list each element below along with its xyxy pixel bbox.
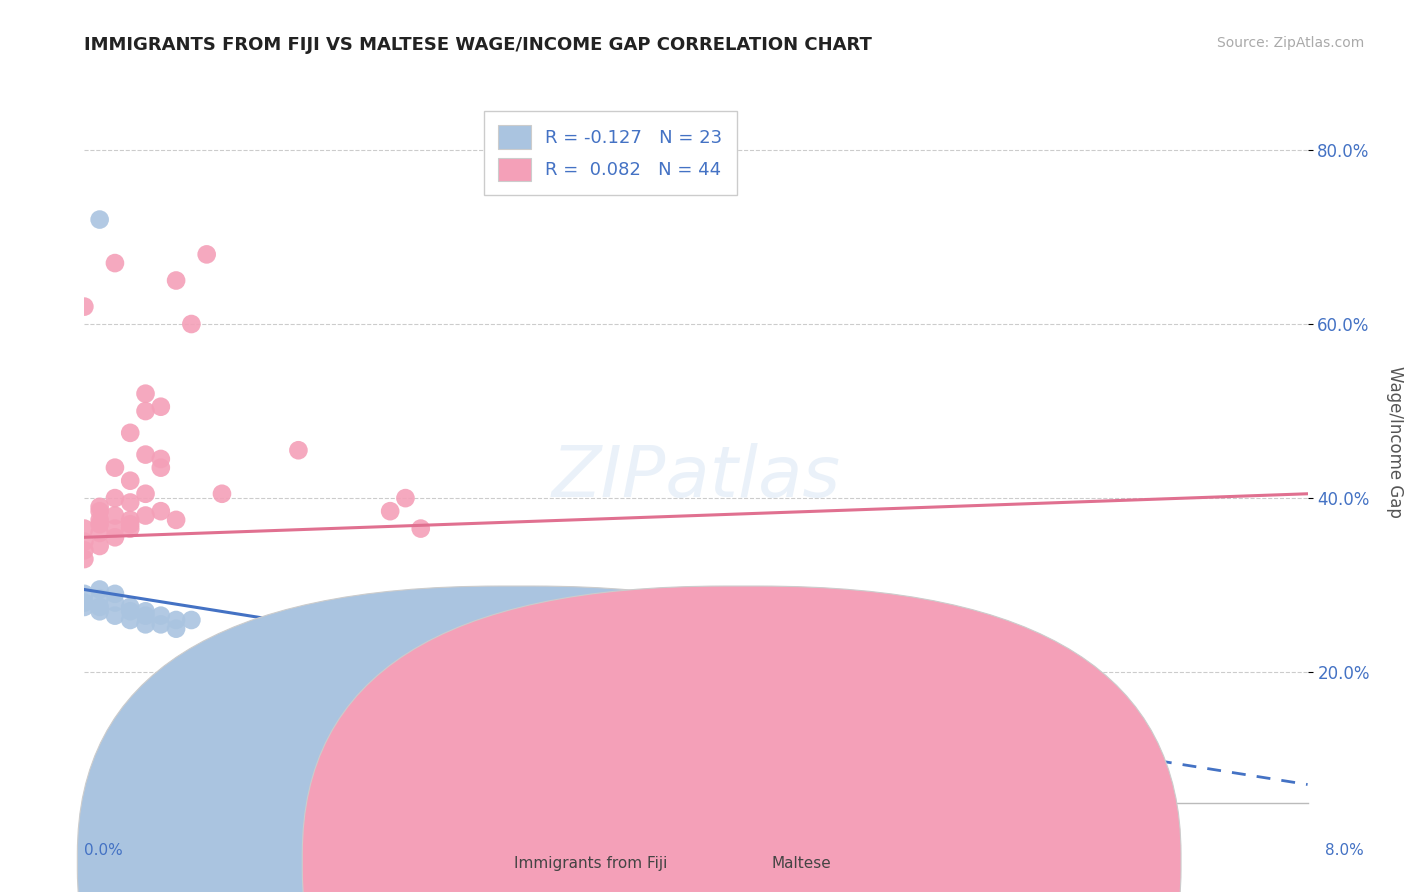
Point: [73, 599, 96, 614]
Point: [149, 400, 172, 414]
Point: [135, 508, 157, 523]
Point: [89, 582, 111, 597]
Point: [180, 317, 202, 331]
Point: [120, 495, 142, 509]
Point: [440, 643, 463, 657]
Point: [135, 487, 157, 501]
Text: ZIPatlas: ZIPatlas: [551, 443, 841, 512]
Point: [73, 534, 96, 549]
Point: [89, 212, 111, 227]
Point: [73, 587, 96, 601]
Point: [104, 522, 127, 536]
Point: [165, 622, 187, 636]
Point: [73, 596, 96, 610]
Point: [380, 504, 402, 518]
Point: [180, 613, 202, 627]
Point: [89, 604, 111, 618]
Point: [120, 425, 142, 440]
Point: [104, 508, 127, 523]
Point: [149, 617, 172, 632]
Point: [104, 608, 127, 623]
Point: [394, 491, 416, 505]
Point: [149, 452, 172, 467]
Point: [89, 525, 111, 540]
Text: 0.0%: 0.0%: [84, 843, 124, 858]
Text: 8.0%: 8.0%: [1324, 843, 1364, 858]
Point: [135, 617, 157, 632]
Point: [104, 530, 127, 544]
Point: [991, 761, 1014, 775]
Point: [531, 717, 554, 731]
Point: [73, 522, 96, 536]
Text: Immigrants from Fiji: Immigrants from Fiji: [513, 856, 668, 871]
Point: [89, 539, 111, 553]
Point: [73, 552, 96, 566]
Point: [120, 513, 142, 527]
Point: [73, 300, 96, 314]
Point: [104, 460, 127, 475]
Point: [135, 404, 157, 418]
Point: [89, 599, 111, 614]
Point: [165, 513, 187, 527]
Point: [89, 591, 111, 606]
Point: [135, 448, 157, 462]
Point: [149, 504, 172, 518]
Point: [104, 587, 127, 601]
Point: [685, 643, 707, 657]
Point: [89, 517, 111, 532]
Point: [120, 522, 142, 536]
Point: [120, 599, 142, 614]
Point: [195, 690, 218, 704]
Point: [287, 443, 309, 458]
Point: [165, 273, 187, 287]
Point: [195, 702, 218, 716]
Point: [120, 613, 142, 627]
Point: [104, 491, 127, 505]
Point: [120, 474, 142, 488]
Text: IMMIGRANTS FROM FIJI VS MALTESE WAGE/INCOME GAP CORRELATION CHART: IMMIGRANTS FROM FIJI VS MALTESE WAGE/INC…: [84, 36, 872, 54]
Point: [149, 460, 172, 475]
Text: Maltese: Maltese: [772, 856, 831, 871]
Point: [89, 504, 111, 518]
Point: [409, 522, 432, 536]
Point: [838, 717, 860, 731]
Point: [89, 513, 111, 527]
Point: [73, 543, 96, 558]
Point: [104, 256, 127, 270]
Point: [195, 247, 218, 261]
Point: [211, 487, 233, 501]
Text: Source: ZipAtlas.com: Source: ZipAtlas.com: [1216, 36, 1364, 50]
Y-axis label: Wage/Income Gap: Wage/Income Gap: [1386, 366, 1405, 517]
Point: [120, 604, 142, 618]
Point: [104, 596, 127, 610]
Legend: R = -0.127   N = 23, R =  0.082   N = 44: R = -0.127 N = 23, R = 0.082 N = 44: [484, 111, 737, 195]
Point: [135, 608, 157, 623]
Point: [149, 608, 172, 623]
Point: [89, 500, 111, 514]
Point: [135, 386, 157, 401]
Point: [165, 613, 187, 627]
Point: [135, 604, 157, 618]
Point: [120, 517, 142, 532]
